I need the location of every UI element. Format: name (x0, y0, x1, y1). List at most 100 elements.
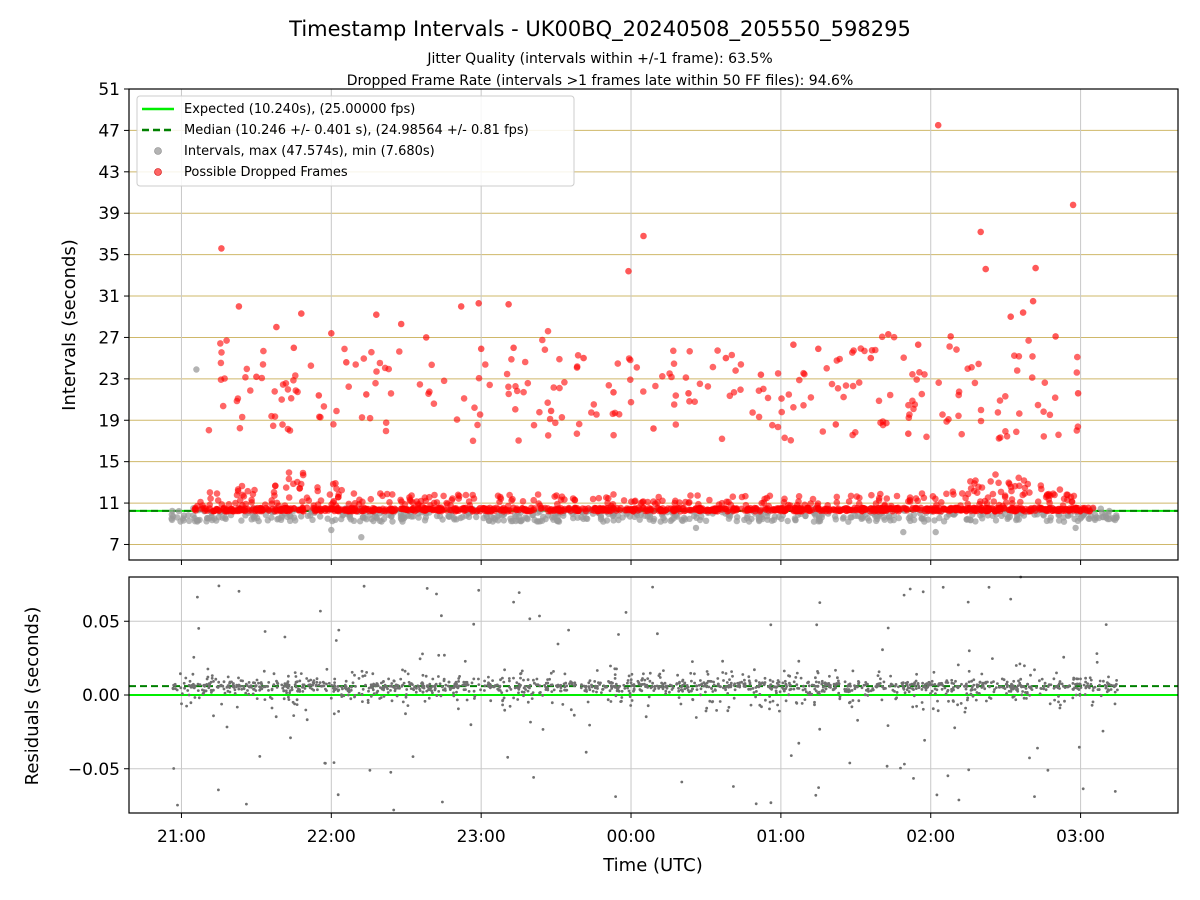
residual-point (814, 689, 818, 693)
residual-point (1015, 685, 1019, 689)
interval-point (815, 518, 822, 525)
dropped-frame-point (253, 373, 260, 381)
residual-point (282, 684, 286, 688)
residual-point (980, 672, 984, 676)
dropped-frame-point (247, 387, 254, 394)
dropped-frame-point (778, 395, 785, 402)
residual-point (1038, 679, 1041, 683)
residual-point (587, 681, 591, 685)
dropped-frame-point (588, 409, 595, 416)
residual-point (907, 690, 911, 694)
residual-point (531, 691, 535, 694)
residual-point (628, 692, 632, 695)
residual-point (1068, 684, 1071, 687)
residual-point (814, 684, 818, 688)
residual-point (294, 680, 298, 684)
dropped-frame-point (774, 370, 782, 377)
residual-point (988, 685, 991, 689)
dropped-frame-point (1074, 353, 1081, 361)
residual-point (457, 684, 461, 688)
dropped-frame-point (382, 419, 390, 427)
dropped-frame-point (372, 379, 379, 387)
residual-point (508, 679, 511, 683)
dropped-frame-point (345, 500, 353, 508)
residual-point (319, 609, 322, 613)
interval-point (175, 507, 183, 515)
interval-point (554, 517, 561, 525)
residual-point (366, 701, 370, 704)
dropped-frame-point (914, 341, 922, 349)
dropped-frame-point (842, 382, 850, 389)
dropped-frame-point (315, 392, 323, 399)
dropped-frame-point (738, 493, 746, 501)
dropped-frame-point (620, 497, 628, 504)
residual-point (902, 686, 905, 690)
residual-point (517, 691, 520, 695)
residual-point (532, 678, 535, 682)
dropped-frame-point (856, 494, 863, 502)
dropped-frame-point (614, 360, 622, 367)
residual-point (1110, 683, 1113, 687)
dropped-frame-point (386, 499, 393, 506)
residual-point (487, 675, 490, 679)
residual-point (179, 672, 182, 676)
residual-point (431, 684, 435, 688)
residual-point (447, 680, 451, 684)
residual-point (473, 695, 477, 698)
dropped-frame-point (242, 374, 249, 381)
intervals-y-tick-label: 23 (98, 370, 120, 390)
dropped-frame-point (359, 498, 366, 506)
residual-point (905, 688, 909, 692)
dropped-frame-point (814, 502, 821, 510)
dropped-frame-point (975, 483, 982, 491)
residual-point (272, 672, 276, 676)
residual-point (691, 698, 695, 702)
residual-point (837, 681, 840, 685)
residual-point (931, 707, 935, 711)
residual-point (913, 682, 916, 685)
dropped-frame-point (801, 501, 808, 509)
residual-point (376, 689, 380, 693)
dropped-frame-point (687, 492, 694, 499)
residual-point (206, 667, 210, 671)
residual-point (910, 682, 914, 686)
residual-point (526, 700, 530, 704)
residual-point (662, 669, 665, 672)
residual-point (172, 683, 176, 687)
residual-point (586, 700, 590, 704)
residual-point (648, 679, 652, 683)
residual-point (1089, 678, 1093, 682)
residual-point (516, 698, 520, 701)
dropped-frame-point (958, 430, 965, 438)
residual-point (703, 682, 707, 686)
residual-point (853, 684, 856, 687)
residual-point (337, 710, 340, 713)
residual-point (614, 795, 617, 798)
residual-point (940, 687, 944, 691)
dropped-frame-point (682, 374, 690, 381)
dropped-frame-point (905, 401, 912, 409)
dropped-frame-point (590, 401, 598, 408)
dropped-frame-point (682, 507, 689, 514)
residuals-y-tick-label: 0.00 (82, 686, 120, 706)
residual-point (681, 678, 685, 682)
residual-point (307, 683, 310, 687)
residual-point (758, 683, 761, 687)
intervals-y-tick-label: 43 (98, 163, 120, 183)
residual-point (498, 689, 502, 692)
residual-point (856, 718, 859, 722)
dropped-frame-point (376, 359, 384, 367)
dropped-frame-point (475, 300, 483, 307)
residual-point (1065, 685, 1069, 689)
residual-point (293, 671, 297, 674)
residual-point (960, 682, 963, 686)
residual-point (183, 686, 187, 690)
residual-point (944, 681, 948, 684)
residual-point (438, 682, 442, 686)
interval-point (900, 528, 907, 536)
interval-point (358, 534, 365, 541)
residual-point (488, 686, 492, 690)
dropped-frame-point (975, 360, 982, 368)
dropped-frame-point (427, 502, 434, 509)
intervals-y-axis-label: Intervals (seconds) (59, 239, 80, 411)
